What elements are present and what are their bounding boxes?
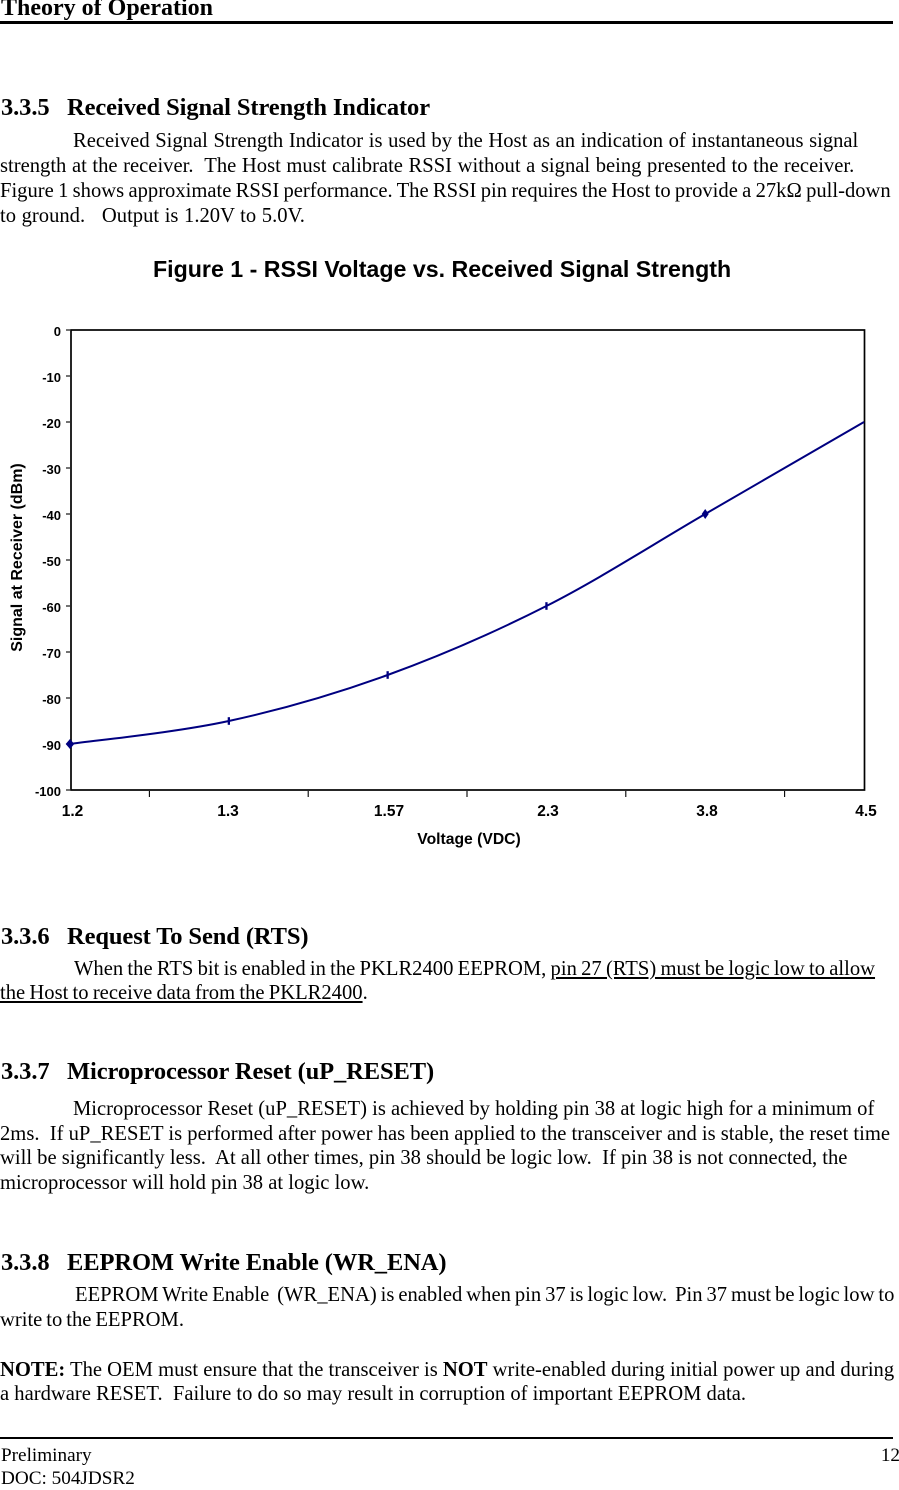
svg-text:-90: -90 (42, 738, 61, 753)
svg-text:-10: -10 (42, 370, 61, 385)
svg-text:2.3: 2.3 (537, 803, 559, 820)
svg-text:-20: -20 (42, 416, 61, 431)
svg-text:-80: -80 (42, 692, 61, 707)
svg-text:1.3: 1.3 (217, 803, 239, 820)
svg-text:Voltage (VDC): Voltage (VDC) (417, 831, 520, 848)
svg-text:-60: -60 (42, 600, 61, 615)
svg-text:1.57: 1.57 (374, 803, 404, 820)
svg-text:-70: -70 (42, 646, 61, 661)
svg-text:-100: -100 (35, 784, 61, 799)
svg-text:-40: -40 (42, 508, 61, 523)
svg-text:Signal at Receiver (dBm): Signal at Receiver (dBm) (9, 463, 26, 652)
svg-text:3.8: 3.8 (696, 803, 718, 820)
svg-text:1.2: 1.2 (62, 803, 84, 820)
svg-text:-50: -50 (42, 554, 61, 569)
svg-text:4.5: 4.5 (855, 803, 877, 820)
svg-text:-30: -30 (42, 462, 61, 477)
svg-text:0: 0 (54, 324, 61, 339)
